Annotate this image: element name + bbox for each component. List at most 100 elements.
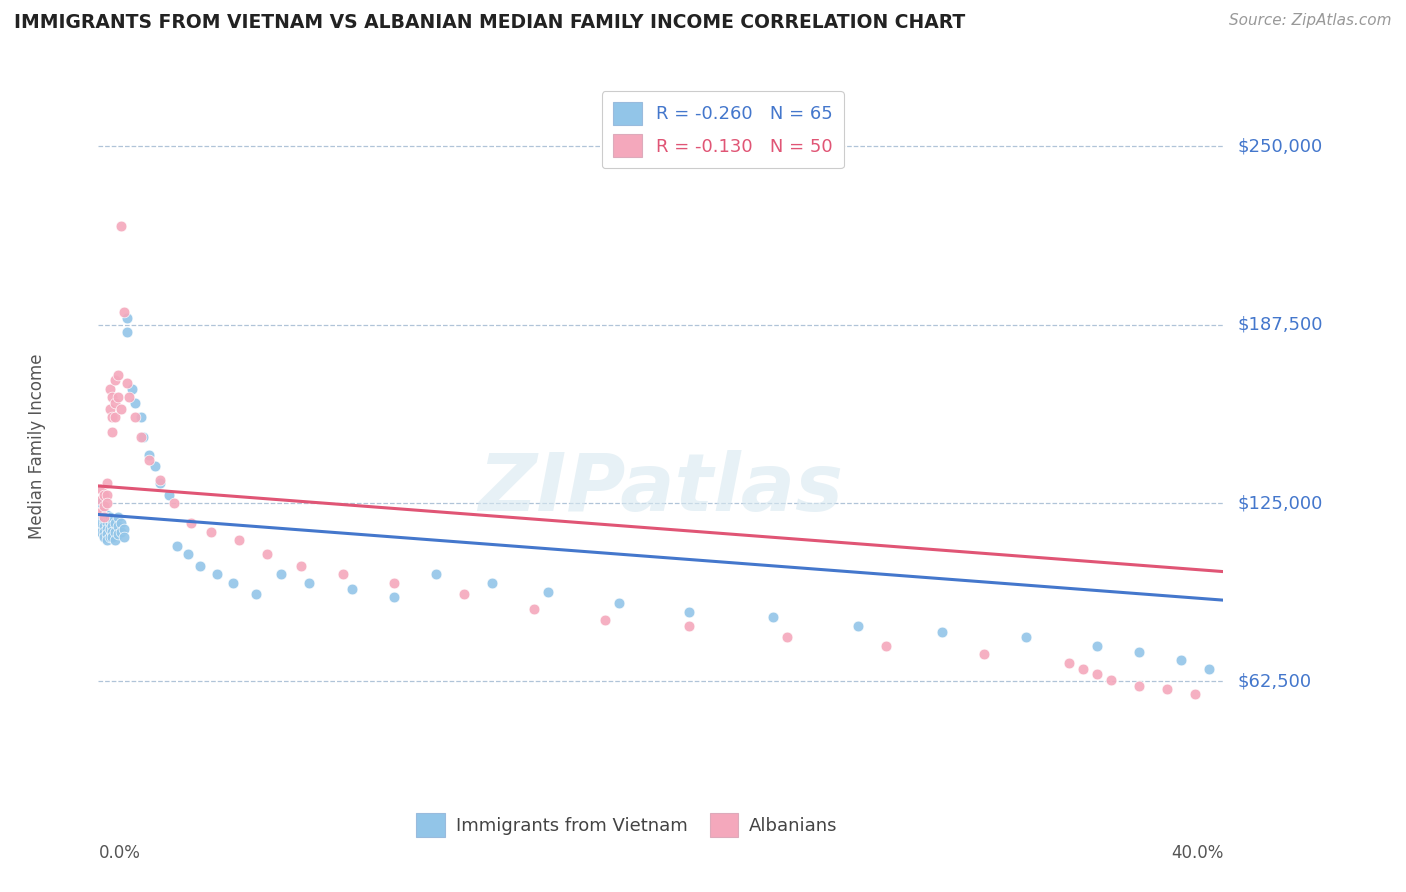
Point <box>90 505 112 519</box>
Point <box>382 591 405 605</box>
Point <box>776 630 799 644</box>
Point <box>481 576 503 591</box>
Point <box>118 391 141 405</box>
Point <box>875 639 897 653</box>
Point <box>96 487 118 501</box>
Point <box>104 373 127 387</box>
Point <box>138 453 160 467</box>
Point <box>90 510 112 524</box>
Point <box>138 448 160 462</box>
Point <box>290 558 312 573</box>
Point <box>96 527 118 541</box>
Point <box>1198 662 1220 676</box>
Point <box>129 410 152 425</box>
Point <box>245 587 267 601</box>
Point <box>101 519 124 533</box>
Point <box>107 510 129 524</box>
Point <box>256 548 278 562</box>
Point <box>93 513 115 527</box>
Point <box>200 524 222 539</box>
Point <box>101 524 124 539</box>
Point <box>101 391 124 405</box>
Point <box>537 584 560 599</box>
Point <box>101 530 124 544</box>
Point <box>124 396 146 410</box>
Point <box>121 382 143 396</box>
Point <box>762 610 785 624</box>
Point <box>143 458 166 473</box>
Point <box>1128 679 1150 693</box>
Point <box>149 473 172 487</box>
Point <box>149 476 172 491</box>
Point <box>188 558 211 573</box>
Point <box>104 533 127 548</box>
Point <box>124 410 146 425</box>
Point <box>382 576 405 591</box>
Text: $62,500: $62,500 <box>1237 673 1312 690</box>
Point <box>270 567 292 582</box>
Point <box>1184 687 1206 701</box>
Point <box>98 522 121 536</box>
Point <box>1170 653 1192 667</box>
Point <box>90 516 112 530</box>
Point <box>177 548 200 562</box>
Text: $187,500: $187,500 <box>1237 316 1323 334</box>
Point <box>1156 681 1178 696</box>
Point <box>163 496 186 510</box>
Point <box>112 522 135 536</box>
Point <box>453 587 475 601</box>
Point <box>132 430 155 444</box>
Point <box>1099 673 1122 687</box>
Point <box>222 576 245 591</box>
Point <box>90 524 112 539</box>
Point <box>1128 644 1150 658</box>
Point <box>298 576 321 591</box>
Text: Median Family Income: Median Family Income <box>28 353 45 539</box>
Point <box>98 382 121 396</box>
Point <box>157 487 180 501</box>
Text: $125,000: $125,000 <box>1237 494 1323 512</box>
Point <box>104 396 127 410</box>
Point <box>607 596 630 610</box>
Legend: Immigrants from Vietnam, Albanians: Immigrants from Vietnam, Albanians <box>409 806 845 844</box>
Point <box>205 567 228 582</box>
Point <box>110 516 132 530</box>
Point <box>98 516 121 530</box>
Text: Source: ZipAtlas.com: Source: ZipAtlas.com <box>1229 13 1392 29</box>
Text: IMMIGRANTS FROM VIETNAM VS ALBANIAN MEDIAN FAMILY INCOME CORRELATION CHART: IMMIGRANTS FROM VIETNAM VS ALBANIAN MEDI… <box>14 13 966 32</box>
Point <box>101 425 124 439</box>
Point <box>180 516 202 530</box>
Point <box>110 219 132 234</box>
Point <box>115 376 138 391</box>
Point <box>166 539 188 553</box>
Point <box>523 601 546 615</box>
Point <box>93 499 115 513</box>
Point <box>228 533 250 548</box>
Point <box>104 516 127 530</box>
Point <box>1057 656 1080 670</box>
Point <box>110 401 132 416</box>
Point <box>107 527 129 541</box>
Text: $250,000: $250,000 <box>1237 137 1323 155</box>
Point <box>90 496 112 510</box>
Point <box>98 530 121 544</box>
Point <box>104 410 127 425</box>
Point <box>678 619 700 633</box>
Point <box>340 582 363 596</box>
Point <box>846 619 869 633</box>
Point <box>93 505 115 519</box>
Point <box>96 533 118 548</box>
Point <box>115 310 138 325</box>
Point <box>1071 662 1094 676</box>
Point <box>93 524 115 539</box>
Point <box>1085 639 1108 653</box>
Point <box>107 368 129 382</box>
Text: 40.0%: 40.0% <box>1171 845 1223 863</box>
Point <box>112 305 135 319</box>
Point <box>110 524 132 539</box>
Point <box>96 496 118 510</box>
Point <box>931 624 953 639</box>
Point <box>1085 667 1108 681</box>
Point <box>678 605 700 619</box>
Point <box>115 325 138 339</box>
